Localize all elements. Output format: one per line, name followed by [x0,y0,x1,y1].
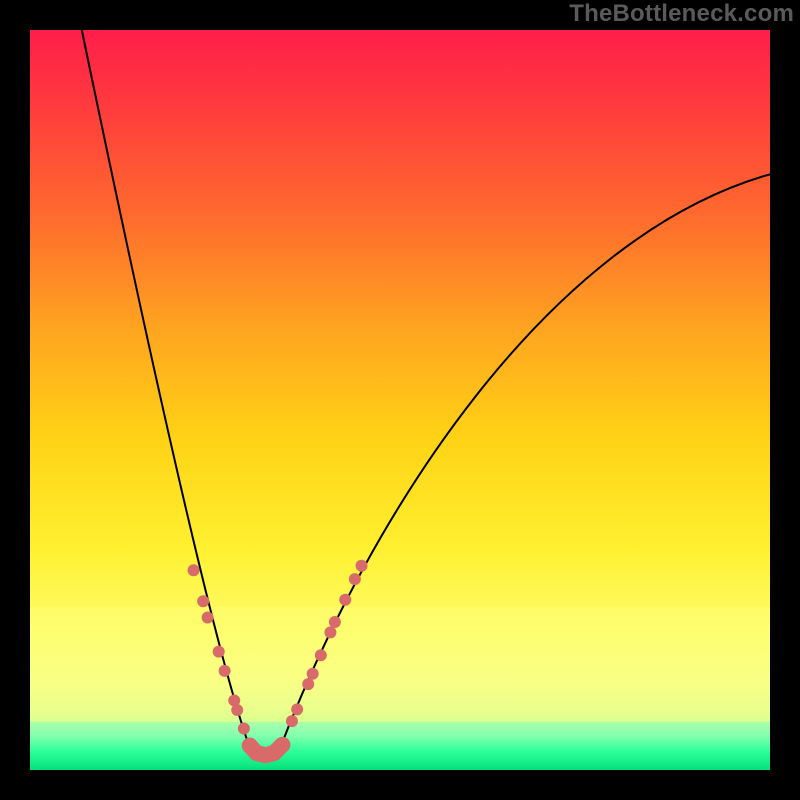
watermark-text: TheBottleneck.com [569,0,794,28]
marker-right-4 [315,649,327,661]
marker-right-2 [302,678,314,690]
marker-valley-4 [274,737,290,753]
highlight-band [30,607,770,722]
marker-left-2 [202,612,214,624]
marker-left-1 [197,595,209,607]
marker-right-9 [356,560,368,572]
plot-svg [30,30,770,770]
marker-right-3 [307,668,319,680]
marker-left-7 [238,723,250,735]
marker-right-5 [324,626,336,638]
marker-right-0 [286,715,298,727]
marker-left-6 [231,704,243,716]
marker-left-3 [213,646,225,658]
marker-right-1 [291,703,303,715]
marker-left-4 [219,665,231,677]
plot-area [30,30,770,770]
marker-right-6 [329,616,341,628]
marker-right-8 [349,573,361,585]
chart-frame: TheBottleneck.com [0,0,800,800]
marker-left-0 [188,564,200,576]
marker-right-7 [339,594,351,606]
